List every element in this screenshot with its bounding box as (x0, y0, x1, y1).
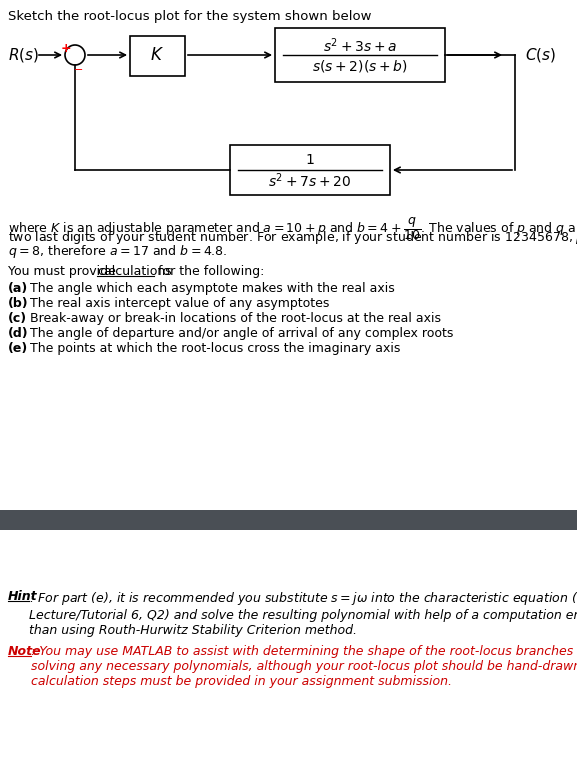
Bar (230, 145, 390, 195)
Text: $s(s + 2)(s + b)$: $s(s + 2)(s + b)$ (312, 58, 408, 74)
Text: $s^2 + 3s + a$: $s^2 + 3s + a$ (323, 36, 397, 55)
Text: for the following:: for the following: (154, 265, 264, 278)
Text: +: + (61, 42, 72, 55)
Text: calculations: calculations (97, 265, 172, 278)
Text: $q = 8$, therefore $a = 17$ and $b = 4.8$.: $q = 8$, therefore $a = 17$ and $b = 4.8… (8, 243, 227, 260)
Text: (b): (b) (8, 297, 29, 310)
Text: You must provide: You must provide (8, 265, 120, 278)
Text: Break-away or break-in locations of the root-locus at the real axis: Break-away or break-in locations of the … (30, 312, 441, 325)
Text: $R(s)$: $R(s)$ (8, 46, 39, 64)
Bar (130, 36, 185, 76)
Text: $K$: $K$ (151, 46, 164, 64)
Bar (0, 510, 577, 530)
Text: The angle of departure and/or angle of arrival of any complex roots: The angle of departure and/or angle of a… (30, 327, 454, 340)
Text: $C(s)$: $C(s)$ (525, 46, 556, 64)
Text: Sketch the root-locus plot for the system shown below: Sketch the root-locus plot for the syste… (8, 10, 372, 23)
Text: : For part (e), it is recommended you substitute $s = j\omega$ into the characte: : For part (e), it is recommended you su… (29, 590, 577, 637)
Text: $s^2 + 7s + 20$: $s^2 + 7s + 20$ (268, 172, 351, 190)
Text: The real axis intercept value of any asymptotes: The real axis intercept value of any asy… (30, 297, 329, 310)
Text: Hint: Hint (8, 590, 38, 603)
Text: (a): (a) (8, 282, 28, 295)
Text: (e): (e) (8, 342, 28, 355)
Text: where $K$ is an adjustable parameter and $a = 10 + p$ and $b = 4 + \dfrac{q}{10}: where $K$ is an adjustable parameter and… (8, 215, 577, 242)
Text: $1$: $1$ (305, 153, 315, 167)
Text: The angle which each asymptote makes with the real axis: The angle which each asymptote makes wit… (30, 282, 395, 295)
Text: The points at which the root-locus cross the imaginary axis: The points at which the root-locus cross… (30, 342, 400, 355)
Text: (c): (c) (8, 312, 27, 325)
Text: two last digits of your student number. For example, if your student number is 1: two last digits of your student number. … (8, 229, 577, 246)
Text: : You may use MATLAB to assist with determining the shape of the root-locus bran: : You may use MATLAB to assist with dete… (31, 645, 577, 688)
Bar (275, 28, 445, 82)
Text: Note: Note (8, 645, 42, 658)
Text: $-$: $-$ (73, 63, 83, 73)
Text: (d): (d) (8, 327, 29, 340)
